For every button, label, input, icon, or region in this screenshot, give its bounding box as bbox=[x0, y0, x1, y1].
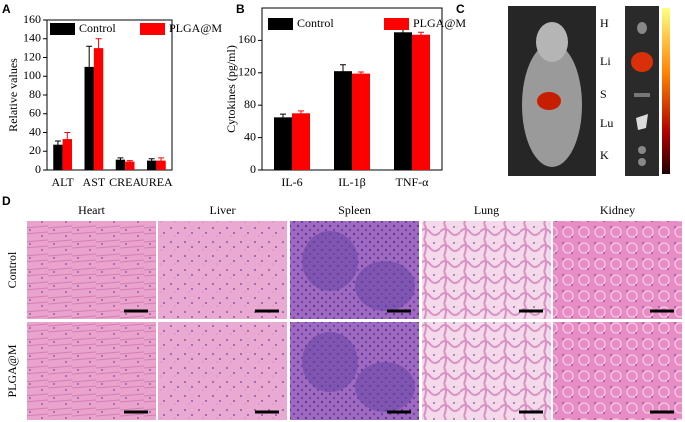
organ bbox=[631, 52, 653, 72]
bar bbox=[53, 144, 63, 170]
panel-label: C bbox=[456, 2, 465, 16]
y-tick-label: 80 bbox=[244, 97, 256, 111]
error-bar bbox=[418, 31, 424, 38]
bar bbox=[147, 160, 157, 170]
column-header: Kidney bbox=[600, 203, 635, 217]
histology-tile bbox=[422, 221, 551, 319]
bar bbox=[125, 161, 135, 170]
histology-tile bbox=[553, 221, 682, 319]
y-tick-label: 40 bbox=[244, 129, 256, 143]
follicle bbox=[302, 231, 358, 291]
error-bar bbox=[358, 71, 364, 76]
panel-label: A bbox=[2, 2, 11, 16]
y-tick-label: 60 bbox=[29, 106, 41, 120]
row-header: Control bbox=[5, 251, 19, 288]
y-tick-label: 160 bbox=[238, 32, 256, 46]
histology-tile bbox=[553, 322, 682, 420]
panel-c-imaging bbox=[508, 6, 670, 176]
y-tick-label: 40 bbox=[29, 124, 41, 138]
bar bbox=[156, 160, 166, 170]
follicle bbox=[355, 362, 415, 412]
x-tick-label: IL-1β bbox=[338, 175, 365, 189]
panel-label: B bbox=[236, 2, 245, 16]
bar bbox=[274, 117, 292, 170]
histology-tile bbox=[158, 221, 287, 319]
legend-swatch bbox=[268, 18, 293, 30]
column-header: Spleen bbox=[338, 203, 371, 217]
x-tick-label: ALT bbox=[52, 175, 75, 189]
organ-label: Li bbox=[600, 54, 611, 68]
legend-label: Control bbox=[297, 16, 334, 30]
y-tick-label: 0 bbox=[250, 162, 256, 176]
histology-tile bbox=[27, 221, 156, 319]
histology-tile bbox=[158, 322, 287, 420]
organ bbox=[637, 22, 647, 34]
bar bbox=[84, 66, 94, 170]
y-tick-label: 100 bbox=[23, 68, 41, 82]
legend-swatch bbox=[384, 18, 409, 30]
bar bbox=[62, 139, 72, 170]
error-bar bbox=[95, 38, 102, 58]
y-tick-label: 80 bbox=[29, 87, 41, 101]
colorbar bbox=[662, 8, 670, 174]
x-tick-label: UREA bbox=[140, 175, 173, 189]
error-bar bbox=[64, 132, 71, 146]
error-bar bbox=[117, 157, 124, 162]
follicle bbox=[302, 332, 358, 392]
y-axis-label: Relative values bbox=[6, 58, 20, 132]
bar bbox=[352, 73, 370, 170]
y-tick-label: 0 bbox=[35, 162, 41, 176]
error-bar bbox=[86, 45, 93, 88]
error-bar bbox=[126, 160, 133, 163]
y-tick-label: 120 bbox=[238, 65, 256, 79]
error-bar bbox=[54, 140, 61, 149]
organ-label: H bbox=[600, 16, 609, 30]
x-tick-label: IL-6 bbox=[281, 175, 302, 189]
legend-label: Control bbox=[79, 21, 116, 35]
error-bar bbox=[148, 158, 155, 163]
x-tick-label: CREA bbox=[109, 175, 141, 189]
error-bar bbox=[280, 113, 286, 121]
organ bbox=[636, 114, 648, 130]
legend-swatch bbox=[50, 23, 75, 35]
organ-label: S bbox=[600, 87, 607, 101]
mouse-head bbox=[536, 22, 568, 62]
error-bar bbox=[158, 157, 165, 164]
error-bar bbox=[340, 64, 346, 78]
organ bbox=[638, 146, 646, 154]
legend-label: PLGA@M bbox=[169, 21, 222, 35]
histology-tile bbox=[422, 322, 551, 420]
organ bbox=[638, 158, 646, 166]
y-axis-label: Cytokines (pg/ml) bbox=[224, 45, 238, 133]
legend-swatch bbox=[140, 23, 165, 35]
row-header: PLGA@M bbox=[5, 344, 19, 397]
organ-label: Lu bbox=[600, 116, 613, 130]
bar bbox=[412, 34, 430, 171]
organ bbox=[634, 93, 650, 97]
y-tick-label: 20 bbox=[29, 143, 41, 157]
legend-label: PLGA@M bbox=[413, 16, 466, 30]
y-tick-label: 120 bbox=[23, 49, 41, 63]
bar bbox=[394, 32, 412, 170]
column-header: Liver bbox=[210, 203, 236, 217]
histology-tile bbox=[27, 322, 156, 420]
x-tick-label: AST bbox=[83, 175, 106, 189]
x-tick-label: TNF-α bbox=[396, 175, 430, 189]
column-header: Lung bbox=[474, 203, 499, 217]
bar bbox=[93, 48, 104, 170]
organ-label: K bbox=[600, 148, 609, 162]
bar bbox=[115, 159, 126, 170]
error-bar bbox=[298, 110, 304, 116]
y-tick-label: 140 bbox=[23, 31, 41, 45]
bar bbox=[292, 113, 310, 170]
follicle bbox=[355, 261, 415, 311]
y-tick-label: 160 bbox=[23, 12, 41, 26]
bar bbox=[334, 71, 352, 170]
panel-label: D bbox=[2, 194, 11, 208]
column-header: Heart bbox=[78, 203, 105, 217]
liver-signal bbox=[537, 92, 561, 110]
